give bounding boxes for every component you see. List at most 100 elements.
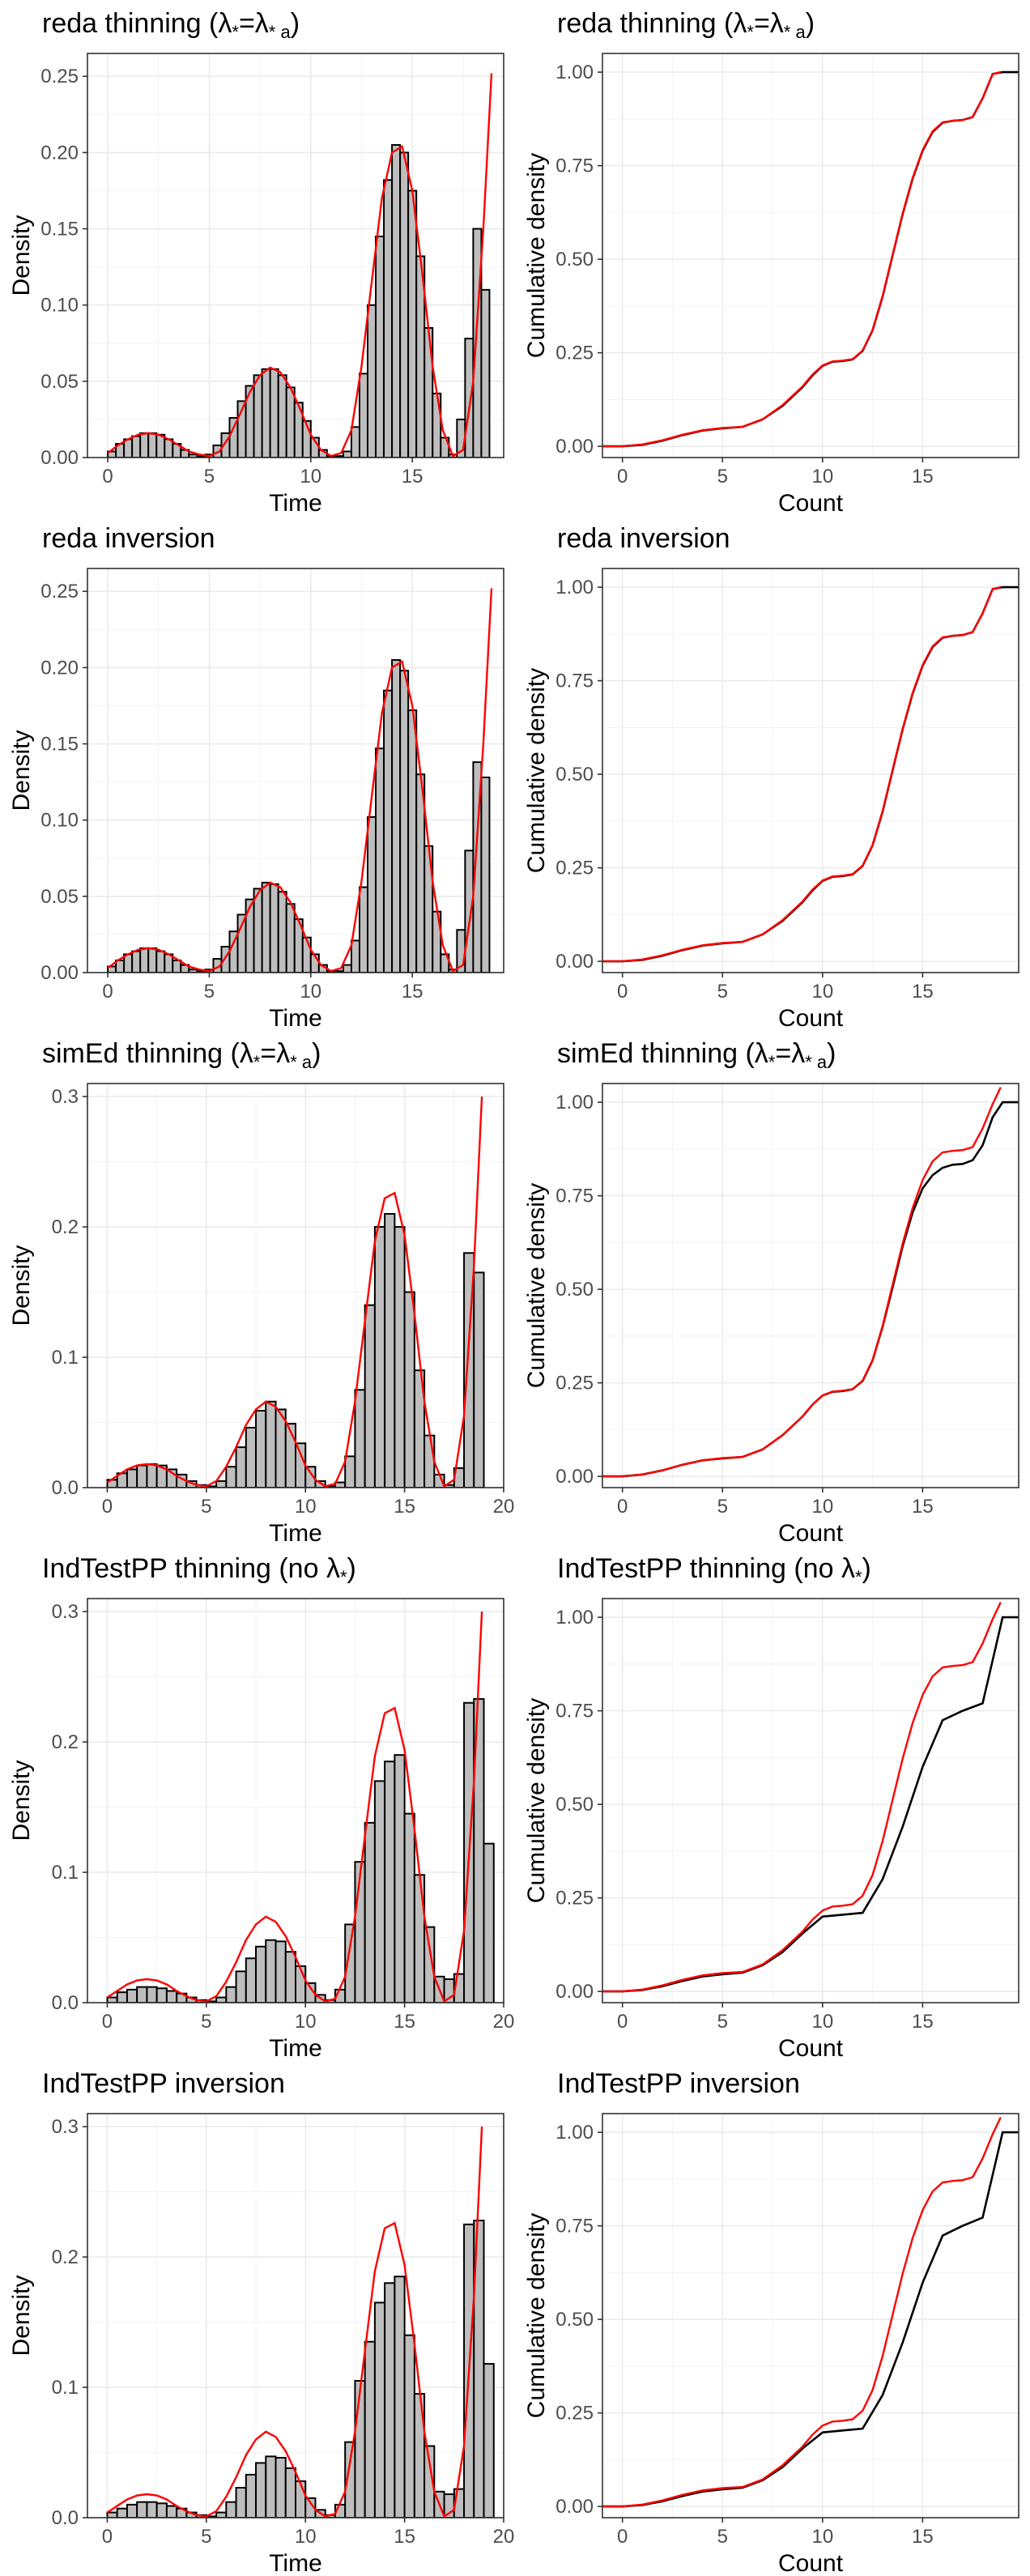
x-tick-label: 10 [300, 981, 321, 1003]
y-tick-label: 0.00 [555, 436, 594, 458]
title-main: reda inversion [42, 523, 215, 554]
y-tick-label: 0.20 [40, 657, 79, 679]
x-tick-label: 0 [617, 981, 628, 1003]
y-tick-label: 0.25 [555, 343, 594, 364]
panel-indtestpp-thinning-density: IndTestPP thinning (no λ*) 0 5 10 15 20 0.0 0.1… [0, 1545, 515, 2062]
histogram-bar [413, 1369, 426, 1488]
y-tick-label: 0.3 [52, 1601, 79, 1623]
chart-svg: simEd thinning (λ*=λ* a) 0 5 10 15 0.00 0.25 0.… [523, 1038, 1019, 1547]
x-axis-title: Time [269, 2035, 322, 2062]
histogram-bar [367, 815, 377, 973]
y-tick-label: 0.50 [555, 1794, 594, 1816]
histogram-bar [155, 2502, 168, 2518]
panel-border [602, 1083, 1019, 1488]
histogram-bar [432, 392, 442, 458]
histogram-bar [295, 1442, 307, 1488]
histogram-bar [413, 1874, 426, 2003]
histogram-bar [265, 2455, 277, 2518]
title-end: ) [312, 1038, 321, 1069]
y-axis-title: Density [8, 1245, 35, 1326]
y-tick-label: 1.00 [555, 1092, 594, 1113]
x-tick-label: 10 [295, 1496, 317, 1518]
title-subscript: * [747, 22, 754, 42]
histogram-bar [334, 1481, 347, 1488]
histogram-bar [384, 2282, 396, 2518]
x-tick-label: 10 [811, 2011, 833, 2033]
y-tick-label: 1.00 [555, 2122, 594, 2144]
y-tick-label: 0.15 [40, 734, 79, 756]
histogram-bar [106, 2511, 118, 2518]
histogram-bar [342, 450, 352, 458]
histogram-bar [364, 1821, 376, 2003]
x-tick-label: 20 [493, 2526, 515, 2548]
histogram-bar [275, 1940, 287, 2003]
y-axis-title: Density [8, 1760, 35, 1841]
histogram-bar [146, 1463, 158, 1488]
y-tick-label: 0.75 [555, 671, 594, 692]
plot-area [602, 585, 1019, 963]
histogram-bar [155, 950, 166, 973]
x-tick-label: 10 [811, 2526, 833, 2548]
histogram-bar [367, 304, 377, 458]
y-tick-label: 0.05 [40, 371, 79, 393]
histogram-bar [304, 1982, 317, 2003]
y-tick-label: 0.75 [555, 155, 594, 177]
histogram-bar [394, 2276, 406, 2518]
panel-indtestpp-inversion-density: IndTestPP inversion 0 5 10 15 20 0.0 0.1 0.2 0.3 T… [0, 2060, 515, 2576]
chart-title: reda inversion [557, 523, 730, 554]
y-tick-label: 0.75 [555, 1701, 594, 1722]
panel-reda-inversion-density: reda inversion 0 5 10 15 0.00 0.05 0.10 0.15 0.20… [0, 515, 515, 1032]
histogram-bar [358, 886, 369, 973]
histogram-bar [384, 1761, 396, 2003]
y-tick-label: 0.50 [555, 249, 594, 270]
x-tick-label: 5 [717, 466, 728, 488]
theoretical-cdf-line [602, 70, 1002, 448]
x-tick-label: 5 [201, 2011, 211, 2033]
panel-border [602, 1598, 1019, 2003]
chart-svg: IndTestPP inversion 0 5 10 15 20 0.0 0.1 0.2 0.3 T… [8, 2068, 515, 2576]
panel-border [87, 1083, 504, 1488]
x-tick-label: 15 [912, 2526, 934, 2548]
title-main: IndTestPP inversion [42, 2068, 285, 2099]
histogram-bar [116, 1991, 128, 2003]
histogram-bar [295, 1965, 307, 2003]
panel-border [87, 568, 504, 973]
histogram-bar [391, 143, 402, 458]
y-tick-label: 0.50 [555, 1279, 594, 1301]
chart-svg: reda inversion 0 5 10 15 0.00 0.25 0.50 0.75 1.00… [523, 523, 1019, 1032]
chart-svg: reda inversion 0 5 10 15 0.00 0.05 0.10 0.15 0.20… [8, 523, 504, 1032]
histogram-bar [147, 432, 158, 458]
chart-svg: IndTestPP thinning (no λ*) 0 5 10 15 0.00 0.25… [523, 1553, 1019, 2062]
y-tick-label: 0.20 [40, 142, 79, 164]
x-axis-title: Time [269, 2550, 322, 2576]
y-tick-label: 0.2 [52, 2246, 79, 2268]
y-tick-label: 0.50 [555, 2309, 594, 2331]
chart-title: IndTestPP thinning (no λ*) [557, 1553, 871, 1587]
density-curve [106, 2127, 483, 2518]
histogram-bar [480, 288, 491, 458]
y-tick-label: 0.10 [40, 295, 79, 317]
x-tick-label: 0 [102, 981, 113, 1003]
title-mid: =λ [754, 8, 784, 39]
chart-title: IndTestPP thinning (no λ*) [42, 1553, 356, 1587]
histogram-bar [253, 888, 263, 973]
histogram-bar [399, 151, 410, 458]
theoretical-cdf-line [602, 1087, 1002, 1478]
x-axis-title: Time [269, 1520, 322, 1547]
histogram-bar [384, 1212, 396, 1488]
histogram-bar [147, 947, 158, 973]
histogram-bar [373, 1780, 386, 2003]
histogram-bar [403, 2334, 415, 2518]
histogram-bar [285, 386, 296, 458]
chart-title: IndTestPP inversion [557, 2068, 800, 2099]
title-subscript: * [855, 1567, 862, 1587]
histogram-bar [394, 1754, 406, 2003]
histogram-bar [483, 2363, 495, 2518]
density-curve [106, 1096, 483, 1488]
y-tick-label: 0.05 [40, 886, 79, 908]
histogram-bar [245, 1957, 258, 2003]
histogram-bar [269, 368, 279, 458]
histogram-bar [245, 2473, 258, 2518]
title-end: ) [806, 8, 815, 39]
